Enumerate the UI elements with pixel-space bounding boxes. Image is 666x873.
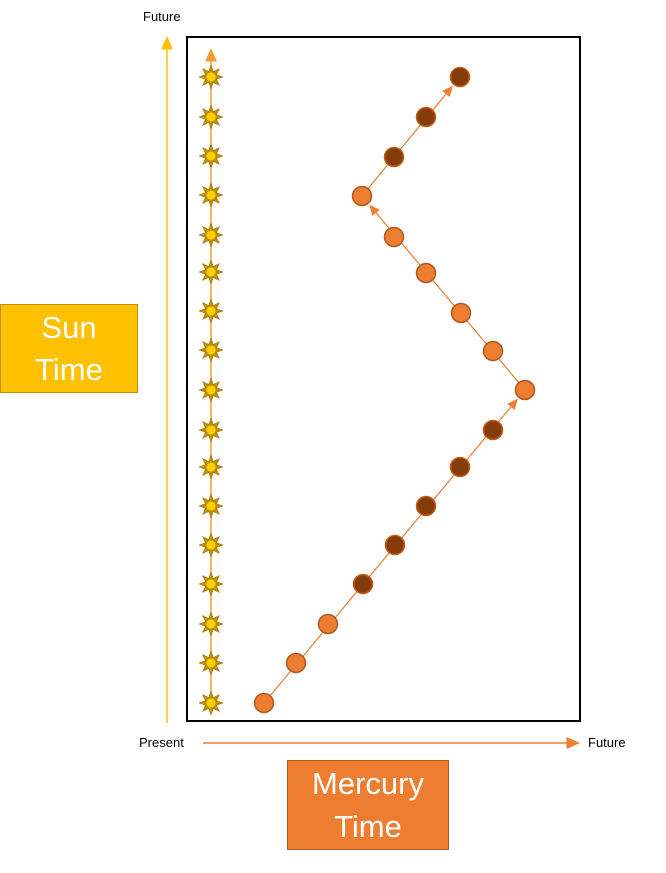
frame xyxy=(186,36,581,722)
sun-icon xyxy=(198,650,224,676)
mercury-position xyxy=(514,379,536,401)
sun-core xyxy=(206,579,216,589)
sun-icon xyxy=(198,571,224,597)
sun-icon xyxy=(198,417,224,443)
mercury-position xyxy=(352,573,374,595)
sun-core xyxy=(206,540,216,550)
mercury-position xyxy=(383,146,405,168)
mercury-position xyxy=(482,340,504,362)
sun-core xyxy=(206,112,216,122)
mercury-position xyxy=(415,495,437,517)
sun-icon xyxy=(198,182,224,208)
sun-core xyxy=(206,619,216,629)
mercury-time-label: Mercury Time xyxy=(312,765,424,844)
mercury-position xyxy=(415,106,437,128)
sun-time-box: Sun Time xyxy=(0,304,138,393)
vertical-end-label: Future xyxy=(143,9,181,24)
sun-icon xyxy=(198,64,224,90)
mercury-path xyxy=(253,66,536,714)
sun-core xyxy=(206,306,216,316)
sun-icon xyxy=(198,690,224,716)
mercury-position xyxy=(449,66,471,88)
mercury-position xyxy=(383,226,405,248)
mercury-position xyxy=(384,534,406,556)
sun-core xyxy=(206,345,216,355)
sun-icon xyxy=(198,222,224,248)
sun-icon xyxy=(198,259,224,285)
mercury-position xyxy=(482,419,504,441)
sun-core xyxy=(206,72,216,82)
sun-core xyxy=(206,267,216,277)
sun-icon xyxy=(198,143,224,169)
sun-icon xyxy=(198,104,224,130)
mercury-time-box: Mercury Time xyxy=(287,760,449,850)
sun-core xyxy=(206,698,216,708)
sun-icon xyxy=(198,377,224,403)
sun-core xyxy=(206,151,216,161)
mercury-position xyxy=(317,613,339,635)
sun-core xyxy=(206,230,216,240)
horizontal-end-label: Future xyxy=(588,735,626,750)
mercury-position xyxy=(450,302,472,324)
sun-core xyxy=(206,501,216,511)
sun-icon xyxy=(198,532,224,558)
sun-icon xyxy=(198,298,224,324)
mercury-position xyxy=(351,185,373,207)
mercury-position xyxy=(253,692,275,714)
sun-core xyxy=(206,425,216,435)
sun-core xyxy=(206,462,216,472)
orbit-arrow xyxy=(361,85,453,197)
sun-icon xyxy=(198,337,224,363)
sun-icon xyxy=(198,493,224,519)
mercury-position xyxy=(415,262,437,284)
horizontal-start-label: Present xyxy=(139,735,184,750)
sun-core xyxy=(206,385,216,395)
sun-icon xyxy=(198,611,224,637)
sun-icon xyxy=(198,454,224,480)
sun-time-label: Sun Time xyxy=(35,309,103,387)
sun-core xyxy=(206,190,216,200)
sun-core xyxy=(206,658,216,668)
suns xyxy=(198,64,224,716)
mercury-position xyxy=(449,456,471,478)
mercury-position xyxy=(285,652,307,674)
